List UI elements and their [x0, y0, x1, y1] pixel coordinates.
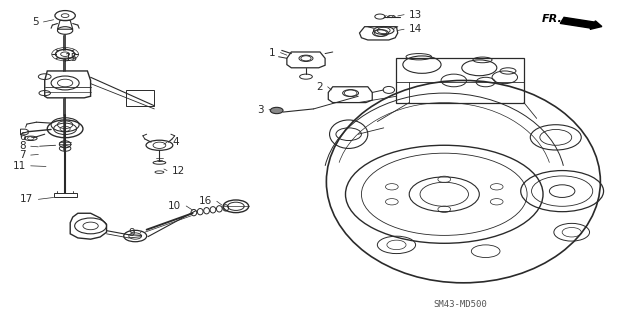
Text: SM43-MD500: SM43-MD500	[433, 300, 487, 309]
Text: 1: 1	[269, 48, 275, 58]
Circle shape	[270, 107, 283, 114]
Text: FR.: FR.	[541, 14, 563, 25]
Text: 8: 8	[19, 141, 26, 151]
Text: 4: 4	[172, 137, 179, 147]
Text: 7: 7	[19, 150, 26, 160]
Text: 3: 3	[257, 105, 264, 115]
Text: 6: 6	[19, 132, 26, 142]
Text: 13: 13	[409, 10, 422, 20]
Text: 17: 17	[20, 194, 33, 204]
Text: 14: 14	[409, 24, 422, 34]
Bar	[54, 193, 77, 197]
Text: 10: 10	[168, 201, 181, 211]
Text: 15: 15	[65, 53, 78, 63]
Text: 11: 11	[12, 161, 26, 171]
FancyArrow shape	[560, 17, 602, 29]
Text: 2: 2	[316, 82, 323, 92]
Text: 12: 12	[172, 166, 186, 175]
Text: 16: 16	[198, 196, 212, 206]
Text: 5: 5	[32, 17, 38, 27]
Text: 9: 9	[129, 228, 135, 238]
